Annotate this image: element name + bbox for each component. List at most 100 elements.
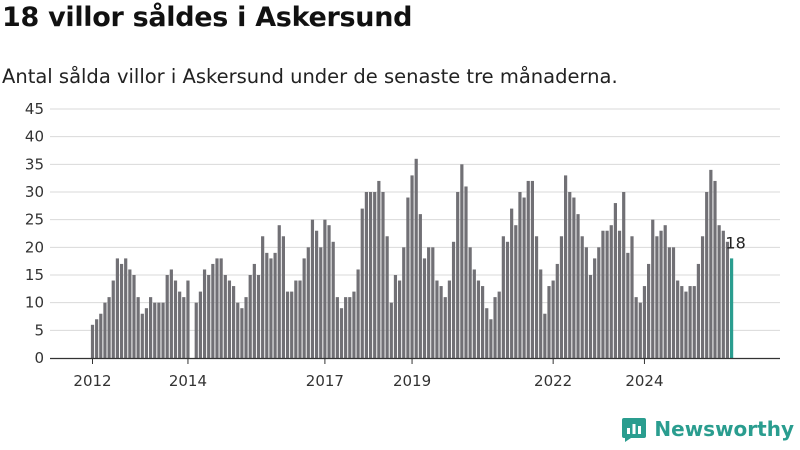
bar-series [90,158,734,358]
bar [256,275,261,358]
bar [564,175,568,358]
y-tick-label: 45 [25,100,44,118]
bar [427,247,431,358]
y-tick-label: 25 [25,211,44,229]
bar [339,308,344,358]
bar [530,180,534,358]
bar [414,158,418,358]
bar [489,319,493,358]
bar [476,280,481,358]
bar [360,208,364,358]
bar [647,263,651,358]
bar [119,263,124,358]
bar [344,297,348,358]
bar [215,258,219,358]
bar [240,308,244,358]
bar [638,302,642,358]
bar [410,175,414,358]
bar [269,258,273,358]
chart-title: 18 villor såldes i Askersund [2,2,413,33]
bar [132,275,136,358]
bar [298,280,302,358]
bar [310,219,315,358]
bar [481,286,485,358]
bar [315,230,319,358]
bar [323,219,327,358]
bar [671,247,676,358]
bar [468,247,472,358]
bar [103,302,107,358]
bar [169,269,173,358]
bar [555,263,559,358]
bar [406,197,410,358]
bar [111,280,115,358]
x-tick-label: 2017 [306,372,344,390]
bar [153,302,157,358]
bar [705,192,709,358]
newsworthy-logo[interactable]: Newsworthy [621,414,794,444]
bar [194,302,198,358]
bar [655,236,659,358]
bar [281,236,285,358]
bar [182,297,186,358]
bar [593,258,597,358]
bar [202,269,207,358]
bar [684,291,688,358]
bar [634,297,638,358]
bar [107,297,111,358]
bar [439,286,443,358]
y-tick-label: 10 [25,294,44,312]
bar [161,302,165,358]
newsworthy-logo-text: Newsworthy [654,417,794,441]
bar [451,241,456,358]
bar [356,269,360,358]
bar [725,241,730,358]
bar [402,247,406,358]
bar [601,230,605,358]
bar [223,275,227,358]
bar [659,230,663,358]
bar [319,247,323,358]
bar [700,236,705,358]
bar [572,197,576,358]
bar [559,236,564,358]
bar [676,280,680,358]
bar [198,291,202,358]
bar [526,180,530,358]
bar [497,291,501,358]
bar [277,225,281,358]
y-tick-label: 5 [34,321,44,339]
bar [140,313,144,358]
bar [422,258,427,358]
last-value-label: 18 [725,233,745,252]
bar [543,313,547,358]
bar [219,258,223,358]
bar [667,247,671,358]
bar [115,258,119,358]
bar [186,280,190,358]
bar [331,241,335,358]
bar [352,291,356,358]
bar [211,263,215,358]
bar [435,280,439,358]
bar [244,297,248,358]
bar [460,164,464,358]
bar [227,280,232,358]
y-tick-label: 20 [25,238,44,256]
chart-subtitle: Antal sålda villor i Askersund under de … [2,65,618,88]
bar [576,214,580,358]
bar [261,236,265,358]
bar [381,192,385,358]
bar [692,286,696,358]
bar [447,280,451,358]
bar [613,203,617,358]
bar [696,263,700,358]
bar [236,302,240,358]
bar [285,291,290,358]
y-tick-label: 40 [25,128,44,146]
bar [522,197,526,358]
bar [485,308,489,358]
bar [327,225,331,358]
x-tick-label: 2019 [393,372,431,390]
bar [505,241,510,358]
